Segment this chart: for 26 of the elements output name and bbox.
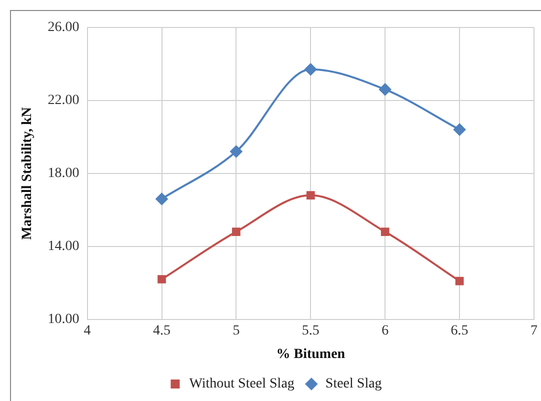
x-tick-label: 4.5	[153, 323, 170, 338]
x-axis-title: % Bitumen	[276, 347, 346, 362]
point	[304, 63, 317, 76]
x-tick-label: 4	[84, 323, 91, 338]
point	[230, 146, 242, 158]
point	[156, 192, 168, 205]
y-axis-title: Marshall Stability, kN	[20, 107, 36, 240]
x-tick-label: 7	[530, 323, 538, 338]
y-tick-label: 18.00	[48, 166, 80, 182]
y-tick-label: 10.00	[48, 312, 80, 328]
point	[158, 275, 166, 284]
legend-label: Without Steel Slag	[189, 376, 294, 392]
point	[306, 191, 315, 200]
y-tick-label: 14.00	[48, 239, 80, 254]
x-tick-label: 5.5	[302, 323, 320, 338]
point	[379, 83, 392, 96]
point	[454, 124, 466, 136]
point	[232, 228, 240, 236]
y-tick-label: 26.00	[48, 20, 80, 36]
x-tick-label: 6.5	[450, 323, 468, 338]
y-tick-label: 22.00	[48, 93, 80, 108]
point	[455, 276, 464, 286]
x-tick-label: 6	[382, 323, 389, 338]
legend-label: Steel Slag	[325, 376, 382, 392]
x-tick-label: 5	[232, 323, 240, 338]
point	[380, 228, 390, 236]
